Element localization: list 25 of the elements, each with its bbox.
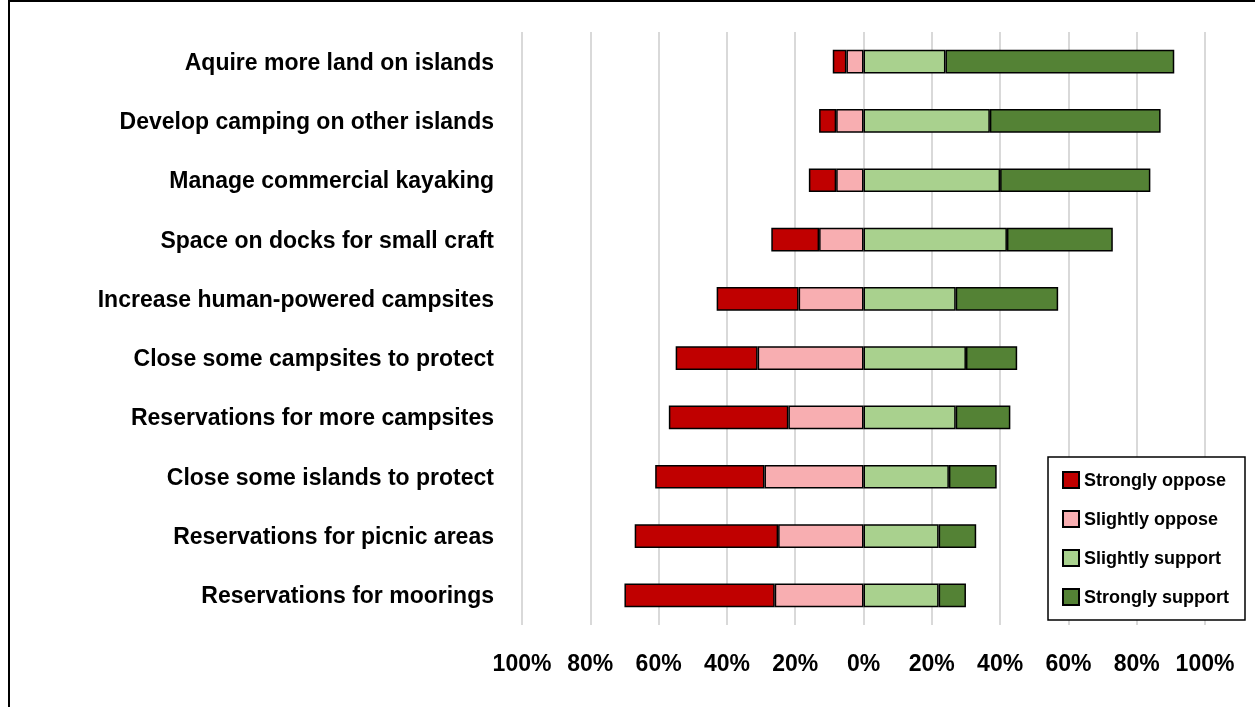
legend-label: Slightly support xyxy=(1084,548,1222,568)
y-tick-label: Reservations for more campsites xyxy=(130,404,494,431)
x-tick-label: 100% xyxy=(492,649,552,676)
y-tick-label: Aquire more land on islands xyxy=(184,48,494,75)
y-tick-label: Manage commercial kayaking xyxy=(169,167,494,194)
x-tick-label: 20% xyxy=(908,649,955,676)
x-tick-label: 20% xyxy=(772,649,819,676)
y-tick-label: Reservations for picnic areas xyxy=(173,523,494,550)
x-tick-label: 0% xyxy=(846,649,881,676)
legend-label: Slightly oppose xyxy=(1084,509,1219,529)
y-tick-label: Space on docks for small craft xyxy=(160,226,495,253)
x-tick-label: 60% xyxy=(635,649,682,676)
y-tick-label: Close some campsites to protect xyxy=(133,345,495,372)
x-tick-label: 60% xyxy=(1045,649,1092,676)
y-tick-label: Reservations for moorings xyxy=(201,582,494,609)
y-tick-label: Close some islands to protect xyxy=(166,463,495,490)
x-tick-label: 40% xyxy=(703,649,750,676)
x-tick-label: 100% xyxy=(1175,649,1235,676)
y-tick-label: Develop camping on other islands xyxy=(119,107,494,134)
legend-label: Strongly support xyxy=(1084,587,1230,607)
x-tick-label: 80% xyxy=(567,649,614,676)
y-tick-label: Increase human-powered campsites xyxy=(97,285,494,312)
legend-label: Strongly oppose xyxy=(1084,470,1227,490)
x-tick-label: 40% xyxy=(977,649,1024,676)
x-tick-label: 80% xyxy=(1113,649,1160,676)
